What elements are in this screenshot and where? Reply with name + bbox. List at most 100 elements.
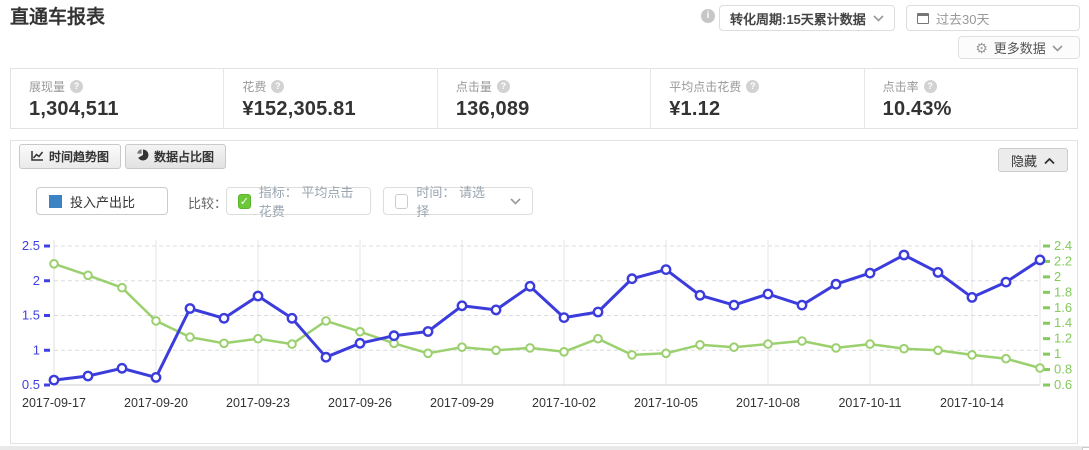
data-point[interactable] <box>355 326 365 337</box>
trend-chart-svg: 0.511.522.50.60.811.21.41.61.822.22.4201… <box>22 238 1072 410</box>
chart-panel: 时间趋势图 数据占比图 隐藏 投入产出比 比较： ✓ 指标： <box>10 140 1078 444</box>
data-point[interactable] <box>763 339 773 349</box>
data-point[interactable] <box>218 312 230 324</box>
x-axis-label: 2017-10-11 <box>838 396 901 410</box>
data-point[interactable] <box>627 350 637 360</box>
data-point[interactable] <box>320 351 332 363</box>
right-tick-label: 1.2 <box>1054 331 1072 346</box>
more-data-label: 更多数据 <box>993 41 1046 56</box>
data-point[interactable] <box>592 306 604 318</box>
data-point[interactable] <box>252 290 264 302</box>
data-point[interactable] <box>150 371 162 383</box>
date-range-picker[interactable]: 过去30天 <box>906 5 1080 31</box>
data-point[interactable] <box>797 336 807 346</box>
conversion-period-label: 转化周期:15天累计数据 <box>730 11 866 27</box>
data-point[interactable] <box>660 264 672 275</box>
data-point[interactable] <box>558 312 570 324</box>
data-point[interactable] <box>1034 254 1046 266</box>
left-tick-label: 2.5 <box>22 238 40 253</box>
data-point[interactable] <box>967 350 977 360</box>
data-point[interactable] <box>661 348 671 359</box>
metric-value: 10.43% <box>882 98 952 120</box>
data-point[interactable] <box>796 299 808 311</box>
data-point[interactable] <box>287 339 297 349</box>
data-point[interactable] <box>49 259 59 269</box>
data-point[interactable] <box>354 337 366 349</box>
help-icon[interactable]: ? <box>70 80 84 93</box>
data-point[interactable] <box>1000 276 1012 288</box>
help-icon[interactable]: ? <box>923 80 937 93</box>
data-point[interactable] <box>48 374 60 386</box>
x-axis-label: 2017-10-02 <box>532 396 596 410</box>
hide-chart-button[interactable]: 隐藏 <box>997 148 1068 172</box>
help-icon[interactable]: ? <box>496 80 510 93</box>
x-axis-label: 2017-09-26 <box>328 396 392 410</box>
data-point[interactable] <box>491 345 501 356</box>
x-axis-label: 2017-09-17 <box>22 396 86 410</box>
data-point[interactable] <box>219 338 229 349</box>
tab-time-trend[interactable]: 时间趋势图 <box>19 144 122 169</box>
data-point[interactable] <box>1035 363 1045 373</box>
data-point[interactable] <box>388 330 400 342</box>
right-tick-label: 0.6 <box>1054 377 1072 392</box>
data-point[interactable] <box>457 342 467 352</box>
right-tick-label: 1.8 <box>1054 284 1072 299</box>
data-point[interactable] <box>729 342 739 352</box>
data-point[interactable] <box>525 343 535 353</box>
help-icon[interactable]: ? <box>746 80 760 93</box>
left-tick-label: 1.5 <box>22 308 40 323</box>
data-point[interactable] <box>830 278 842 290</box>
help-icon[interactable]: ? <box>271 80 285 93</box>
data-point[interactable] <box>321 316 331 326</box>
compare-label: 比较： <box>188 196 228 211</box>
data-point[interactable] <box>865 339 875 349</box>
data-point[interactable] <box>932 267 944 278</box>
data-point[interactable] <box>728 299 740 311</box>
data-point[interactable] <box>626 273 638 285</box>
data-point[interactable] <box>185 332 195 342</box>
metric-compare-checkbox[interactable]: ✓ 指标： 平均点击花费 <box>226 185 371 219</box>
data-point[interactable] <box>899 343 909 354</box>
data-point[interactable] <box>83 270 93 281</box>
tab-data-proportion[interactable]: 数据占比图 <box>125 144 227 169</box>
data-point[interactable] <box>762 288 774 300</box>
data-point[interactable] <box>116 362 128 374</box>
x-axis-label: 2017-10-08 <box>736 396 800 410</box>
metric-ctr: 点击率? 10.43% <box>865 69 1077 128</box>
metric-label: 点击率 <box>882 80 919 94</box>
data-point[interactable] <box>490 304 502 316</box>
data-point[interactable] <box>456 300 468 312</box>
data-point[interactable] <box>422 326 434 337</box>
x-axis-label: 2017-09-23 <box>226 396 290 410</box>
data-point[interactable] <box>898 249 910 261</box>
metrics-panel: 展现量? 1,304,511 花费? ¥152,305.81 点击量? 136,… <box>10 68 1078 129</box>
time-compare-checkbox[interactable]: 时间： 请选择 <box>383 185 533 219</box>
left-tick-label: 1 <box>33 342 40 357</box>
more-data-button[interactable]: ⚙ 更多数据 <box>958 36 1080 59</box>
data-point[interactable] <box>82 370 94 382</box>
legend-roi[interactable]: 投入产出比 <box>36 187 168 215</box>
info-icon[interactable]: i <box>701 9 715 23</box>
data-point[interactable] <box>117 282 127 293</box>
legend-label: 投入产出比 <box>70 194 136 210</box>
data-point[interactable] <box>151 316 161 326</box>
data-point[interactable] <box>1001 353 1011 364</box>
data-point[interactable] <box>933 345 943 356</box>
chart-controls: 投入产出比 比较： ✓ 指标： 平均点击花费 时间： 请选择 <box>11 185 1077 219</box>
data-point[interactable] <box>864 267 876 279</box>
data-point[interactable] <box>966 292 978 303</box>
data-point[interactable] <box>286 312 298 324</box>
x-axis-label: 2017-09-29 <box>430 396 494 410</box>
data-point[interactable] <box>593 333 603 344</box>
data-point[interactable] <box>423 348 433 359</box>
data-point[interactable] <box>253 333 263 344</box>
data-point[interactable] <box>695 340 705 350</box>
data-point[interactable] <box>524 280 536 292</box>
data-point[interactable] <box>184 303 196 314</box>
conversion-period-select[interactable]: 转化周期:15天累计数据 <box>719 5 895 31</box>
data-point[interactable] <box>694 289 706 301</box>
metric-value: 136,089 <box>455 98 530 120</box>
data-point[interactable] <box>831 343 841 353</box>
data-point[interactable] <box>559 347 569 357</box>
checkbox-checked-icon: ✓ <box>238 193 251 209</box>
